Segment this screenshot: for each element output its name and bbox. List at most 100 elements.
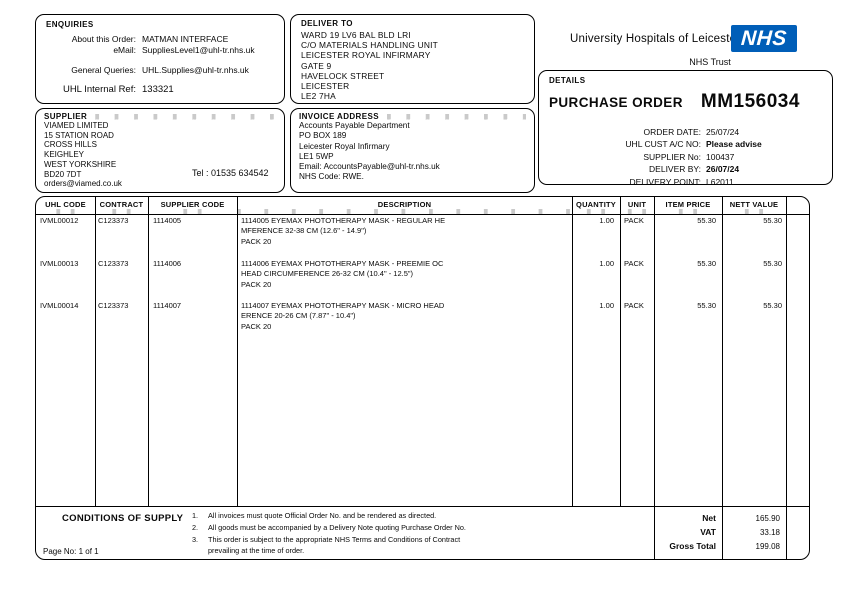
column-divider xyxy=(572,197,573,506)
order-items-table: UHL CODE CONTRACT SUPPLIER CODE DESCRIPT… xyxy=(35,196,810,560)
supplier-line: 15 STATION ROAD xyxy=(44,130,114,140)
nett-value: 55.30 xyxy=(763,216,782,225)
header-divider xyxy=(36,214,809,215)
delivery-point-label: DELIVERY POINT: xyxy=(629,176,702,187)
dither-marks: ▒ ▒ xyxy=(183,208,202,215)
condition-number: 1. xyxy=(192,511,199,520)
col-header-supplier-code: SUPPLIER CODE xyxy=(160,200,225,209)
description-line: 1114006 EYEMAX PHOTOTHERAPY MASK - PREEM… xyxy=(241,259,444,268)
col-header-description: DESCRIPTION xyxy=(377,200,432,209)
column-divider xyxy=(722,197,723,506)
dither-marks: ▒ ▒ xyxy=(627,208,647,215)
order-date-label: ORDER DATE: xyxy=(643,127,701,137)
dither-marks: ▒ ▒ xyxy=(678,208,698,215)
about-order-value: MATMAN INTERFACE xyxy=(142,34,229,44)
enquiries-box: ENQUIRIES About this Order: MATMAN INTER… xyxy=(35,14,285,104)
gross-total-label: Gross Total xyxy=(669,541,716,551)
supplier-title: SUPPLIER xyxy=(44,112,88,121)
description: 1114006 EYEMAX PHOTOTHERAPY MASK - PREEM… xyxy=(241,259,571,290)
general-queries-label: General Queries: xyxy=(71,65,136,75)
supplier-email: orders@viamed.co.uk xyxy=(44,179,122,189)
condition-number: 2. xyxy=(192,523,199,532)
condition-text: All invoices must quote Official Order N… xyxy=(208,511,437,520)
dither-marks: ▒ ▒ ▒ ▒ ▒ ▒ ▒ ▒ ▒ ▒ ▒ ▒ ▒ ▒ xyxy=(386,113,526,120)
dither-marks: ▒ ▒ xyxy=(56,208,75,215)
supplier-code: 1114005 xyxy=(153,216,182,225)
deliver-to-line: C/O MATERIALS HANDLING UNIT xyxy=(301,40,438,51)
supplier-line: WEST YORKSHIRE xyxy=(44,159,117,169)
deliver-to-title: DELIVER TO xyxy=(301,19,353,28)
quantity: 1.00 xyxy=(599,301,614,310)
uhl-code: IVML00013 xyxy=(40,259,79,268)
details-title: DETAILS xyxy=(549,76,586,85)
supplier-box: SUPPLIER ▒ ▒ ▒ ▒ ▒ ▒ ▒ ▒ ▒ ▒ ▒ ▒ ▒ ▒ VIA… xyxy=(35,108,285,193)
invoice-line: Accounts Payable Department xyxy=(299,121,410,130)
column-divider xyxy=(148,197,149,506)
nett-value: 55.30 xyxy=(763,259,782,268)
col-header-contract: CONTRACT xyxy=(99,200,144,209)
invoice-address-box: INVOICE ADDRESS ▒ ▒ ▒ ▒ ▒ ▒ ▒ ▒ ▒ ▒ ▒ ▒ … xyxy=(290,108,535,193)
deliver-by-label: DELIVER BY: xyxy=(649,164,701,175)
col-header-nett-value: NETT VALUE xyxy=(729,200,779,209)
deliver-to-line: LE2 7HA xyxy=(301,91,336,102)
col-header-quantity: QUANTITY xyxy=(576,200,616,209)
totals-column-divider xyxy=(786,506,787,559)
dither-marks: ▒ ▒ ▒ ▒ ▒ ▒ ▒ ▒ ▒ ▒ ▒ ▒ ▒ ▒ xyxy=(237,208,572,215)
condition-item: 1. All invoices must quote Official Orde… xyxy=(192,510,436,521)
cust-account-value: Please advise xyxy=(706,139,762,150)
deliver-by-value: 26/07/24 xyxy=(706,164,740,175)
condition-text: All goods must be accompanied by a Deliv… xyxy=(208,523,466,532)
supplier-line: KEIGHLEY xyxy=(44,150,85,160)
description-line: PACK 20 xyxy=(241,279,272,289)
col-header-uhl-code: UHL CODE xyxy=(45,200,86,209)
totals-column-divider xyxy=(654,506,655,559)
order-date-value: 25/07/24 xyxy=(706,127,740,137)
condition-number: 3. xyxy=(192,535,199,544)
contract: C123373 xyxy=(98,301,129,310)
condition-text: This order is subject to the appropriate… xyxy=(208,535,461,544)
invoice-line: Leicester Royal Infirmary xyxy=(299,141,390,151)
unit: PACK xyxy=(624,301,644,310)
column-divider xyxy=(786,197,787,506)
description-line: HEAD CIRCUMFERENCE 26-32 CM (10.4" - 12.… xyxy=(241,269,414,279)
totals-column-divider xyxy=(722,506,723,559)
cust-account-label: UHL CUST A/C NO: xyxy=(625,139,701,150)
description-line: PACK 20 xyxy=(241,236,272,246)
nhs-logo-text: NHS xyxy=(740,26,788,50)
quantity: 1.00 xyxy=(599,216,614,225)
vat-value: 33.18 xyxy=(759,527,780,537)
supplier-no-label: SUPPLIER No: xyxy=(643,151,701,162)
purchase-order-number: MM156034 xyxy=(700,91,800,112)
enquiries-title: ENQUIRIES xyxy=(46,20,94,29)
enquiries-email-value: SuppliesLevel1@uhl-tr.nhs.uk xyxy=(142,45,255,55)
gross-total-value: 199.08 xyxy=(755,541,780,551)
unit: PACK xyxy=(624,259,644,268)
trust-type: NHS Trust xyxy=(689,57,731,67)
supplier-line: CROSS HILLS xyxy=(44,140,97,150)
description-line: 1114007 EYEMAX PHOTOTHERAPY MASK - MICRO… xyxy=(241,301,445,310)
deliver-to-line: LEICESTER xyxy=(301,81,350,92)
deliver-to-line: WARD 19 LV6 BAL BLD LRI xyxy=(301,30,411,40)
details-box: DETAILS PURCHASE ORDER MM156034 ORDER DA… xyxy=(538,70,833,187)
deliver-to-line: GATE 9 xyxy=(301,60,332,71)
dither-marks: ▒ ▒ ▒ ▒ ▒ ▒ ▒ ▒ ▒ ▒ ▒ ▒ ▒ ▒ xyxy=(95,113,276,120)
item-price: 55.30 xyxy=(697,301,716,310)
contract: C123373 xyxy=(98,259,129,268)
general-queries-value: UHL.Supplies@uhl-tr.nhs.uk xyxy=(142,65,249,75)
about-order-label: About this Order: xyxy=(71,34,136,44)
description-line: PACK 20 xyxy=(241,321,272,331)
invoice-line: PO BOX 189 xyxy=(299,131,347,141)
net-value: 165.90 xyxy=(755,513,780,523)
dither-marks: ▒ ▒ xyxy=(744,208,764,215)
conditions-title: CONDITIONS OF SUPPLY xyxy=(62,513,184,524)
uhl-code: IVML00012 xyxy=(40,216,79,225)
quantity: 1.00 xyxy=(599,259,614,268)
column-divider xyxy=(620,197,621,506)
description-line: ERENCE 20-26 CM (7.87" - 10.4") xyxy=(241,311,356,321)
item-price: 55.30 xyxy=(697,216,716,225)
deliver-to-line: HAVELOCK STREET xyxy=(301,70,385,81)
dither-marks: ▒ ▒ xyxy=(586,208,606,215)
delivery-point-value: L62011 xyxy=(706,176,734,187)
col-header-unit: UNIT xyxy=(627,200,647,209)
page-number: Page No: 1 of 1 xyxy=(43,547,99,556)
